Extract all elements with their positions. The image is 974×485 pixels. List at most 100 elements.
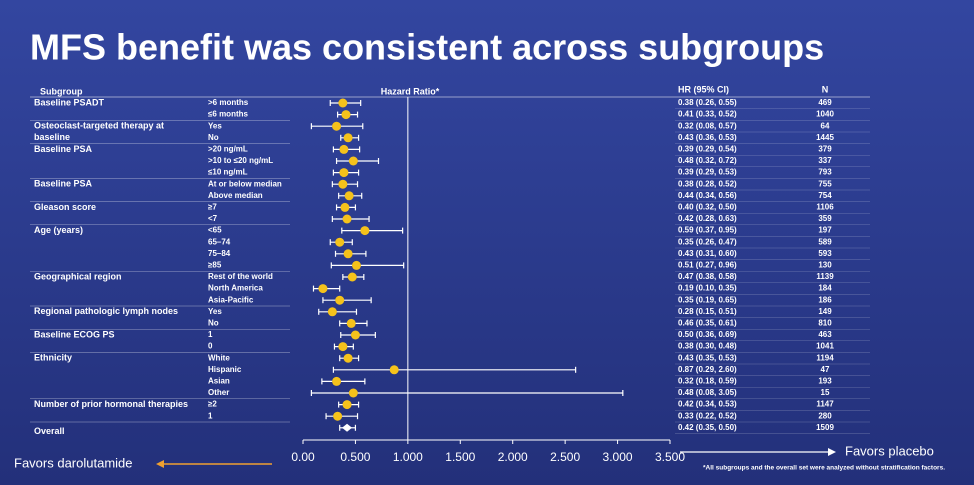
ci-label: 0.47 (0.38, 0.58): [678, 272, 737, 281]
subgroup-label: 1: [208, 411, 213, 420]
n-label: 1041: [816, 342, 834, 351]
point: [335, 295, 345, 305]
x-tick-label: 1.000: [393, 450, 423, 464]
subgroup-label: Rest of the world: [208, 272, 273, 281]
point: [348, 156, 358, 166]
subgroup-label: Above median: [208, 191, 263, 200]
subgroup-label: Yes: [208, 307, 222, 316]
subgroup-label: No: [208, 133, 219, 142]
ci-label: 0.43 (0.36, 0.53): [678, 133, 737, 142]
subgroup-label: ≤6 months: [208, 110, 249, 119]
x-tick-label: 3.500: [655, 450, 685, 464]
subgroup-label: White: [208, 353, 230, 362]
subgroup-label: Yes: [208, 121, 222, 130]
subgroup-label: Asian: [208, 377, 230, 386]
right-label: Favors placebo: [845, 443, 934, 458]
point: [360, 226, 370, 236]
ci-label: 0.44 (0.34, 0.56): [678, 191, 737, 200]
point: [339, 168, 349, 178]
point: [350, 330, 360, 340]
ci-label: 0.35 (0.19, 0.65): [678, 295, 737, 304]
n-label: 793: [818, 168, 832, 177]
right-arrow-head: [828, 448, 836, 456]
point: [342, 214, 352, 224]
subgroup-label: >20 ng/mL: [208, 145, 248, 154]
point: [344, 191, 354, 201]
n-label: 1139: [816, 272, 834, 281]
subgroup-label: 1: [208, 330, 213, 339]
n-label: 280: [818, 411, 832, 420]
subgroup-label: <65: [208, 226, 222, 235]
point: [339, 144, 349, 154]
point: [343, 353, 353, 363]
group-label: Baseline PSA: [34, 144, 93, 154]
x-tick-label: 1.500: [445, 450, 475, 464]
point: [343, 249, 353, 259]
subgroup-label: 75–84: [208, 249, 231, 258]
ci-label: 0.35 (0.26, 0.47): [678, 237, 737, 246]
ci-label: 0.42 (0.28, 0.63): [678, 214, 737, 223]
subgroup-label: >10 to ≤20 ng/mL: [208, 156, 273, 165]
ci-label: 0.46 (0.35, 0.61): [678, 319, 737, 328]
group-label: Osteoclast-targeted therapy at: [34, 121, 164, 131]
subgroup-label: No: [208, 319, 219, 328]
n-label: 47: [821, 365, 830, 374]
point: [347, 272, 357, 282]
ci-label: 0.19 (0.10, 0.35): [678, 284, 737, 293]
n-label: 810: [818, 319, 832, 328]
n-label: 1106: [816, 203, 834, 212]
x-tick-label: 2.000: [498, 450, 528, 464]
header-subgroup: Subgroup: [40, 86, 83, 96]
ci-label: 0.42 (0.35, 0.50): [678, 423, 737, 432]
ci-label: 0.43 (0.31, 0.60): [678, 249, 737, 258]
ci-label: 0.87 (0.29, 2.60): [678, 365, 737, 374]
subgroup-label: ≥2: [208, 400, 217, 409]
point: [351, 260, 361, 270]
point: [335, 237, 345, 247]
ci-label: 0.38 (0.26, 0.55): [678, 98, 737, 107]
n-label: 593: [818, 249, 832, 258]
n-label: 149: [818, 307, 832, 316]
n-label: 1147: [816, 400, 834, 409]
ci-label: 0.39 (0.29, 0.54): [678, 145, 737, 154]
subgroup-label: 0: [208, 342, 213, 351]
ci-label: 0.59 (0.37, 0.95): [678, 226, 737, 235]
point: [342, 400, 352, 410]
n-label: 186: [818, 295, 832, 304]
point: [338, 342, 348, 352]
n-label: 184: [818, 284, 832, 293]
n-label: 64: [821, 121, 830, 130]
ci-label: 0.39 (0.29, 0.53): [678, 168, 737, 177]
group-label: Baseline PSA: [34, 179, 93, 189]
chart-title: MFS benefit was consistent across subgro…: [30, 27, 824, 68]
n-label: 1509: [816, 423, 834, 432]
n-label: 1040: [816, 110, 834, 119]
subgroup-label: ≥85: [208, 261, 222, 270]
header-ci: HR (95% CI): [678, 84, 729, 94]
left-arrow-head: [156, 460, 164, 468]
point: [332, 121, 342, 131]
ci-label: 0.28 (0.15, 0.51): [678, 307, 737, 316]
subgroup-label: <7: [208, 214, 218, 223]
left-label: Favors darolutamide: [14, 455, 133, 470]
subgroup-label: Other: [208, 388, 229, 397]
subgroup-label: North America: [208, 284, 263, 293]
overall-point: [342, 423, 353, 432]
point: [340, 202, 350, 212]
ci-label: 0.50 (0.36, 0.69): [678, 330, 737, 339]
group-label: Gleason score: [34, 202, 96, 212]
header-plot: Hazard Ratio*: [381, 86, 440, 96]
n-label: 337: [818, 156, 832, 165]
group-label: Age (years): [34, 225, 83, 235]
n-label: 15: [821, 388, 830, 397]
ci-label: 0.32 (0.08, 0.57): [678, 121, 737, 130]
group-label: baseline: [34, 132, 70, 142]
point: [389, 365, 399, 375]
n-label: 755: [818, 179, 832, 188]
group-label: Baseline ECOG PS: [34, 329, 115, 339]
subgroup-label: >6 months: [208, 98, 249, 107]
subgroup-label: ≥7: [208, 203, 217, 212]
n-label: 463: [818, 330, 832, 339]
